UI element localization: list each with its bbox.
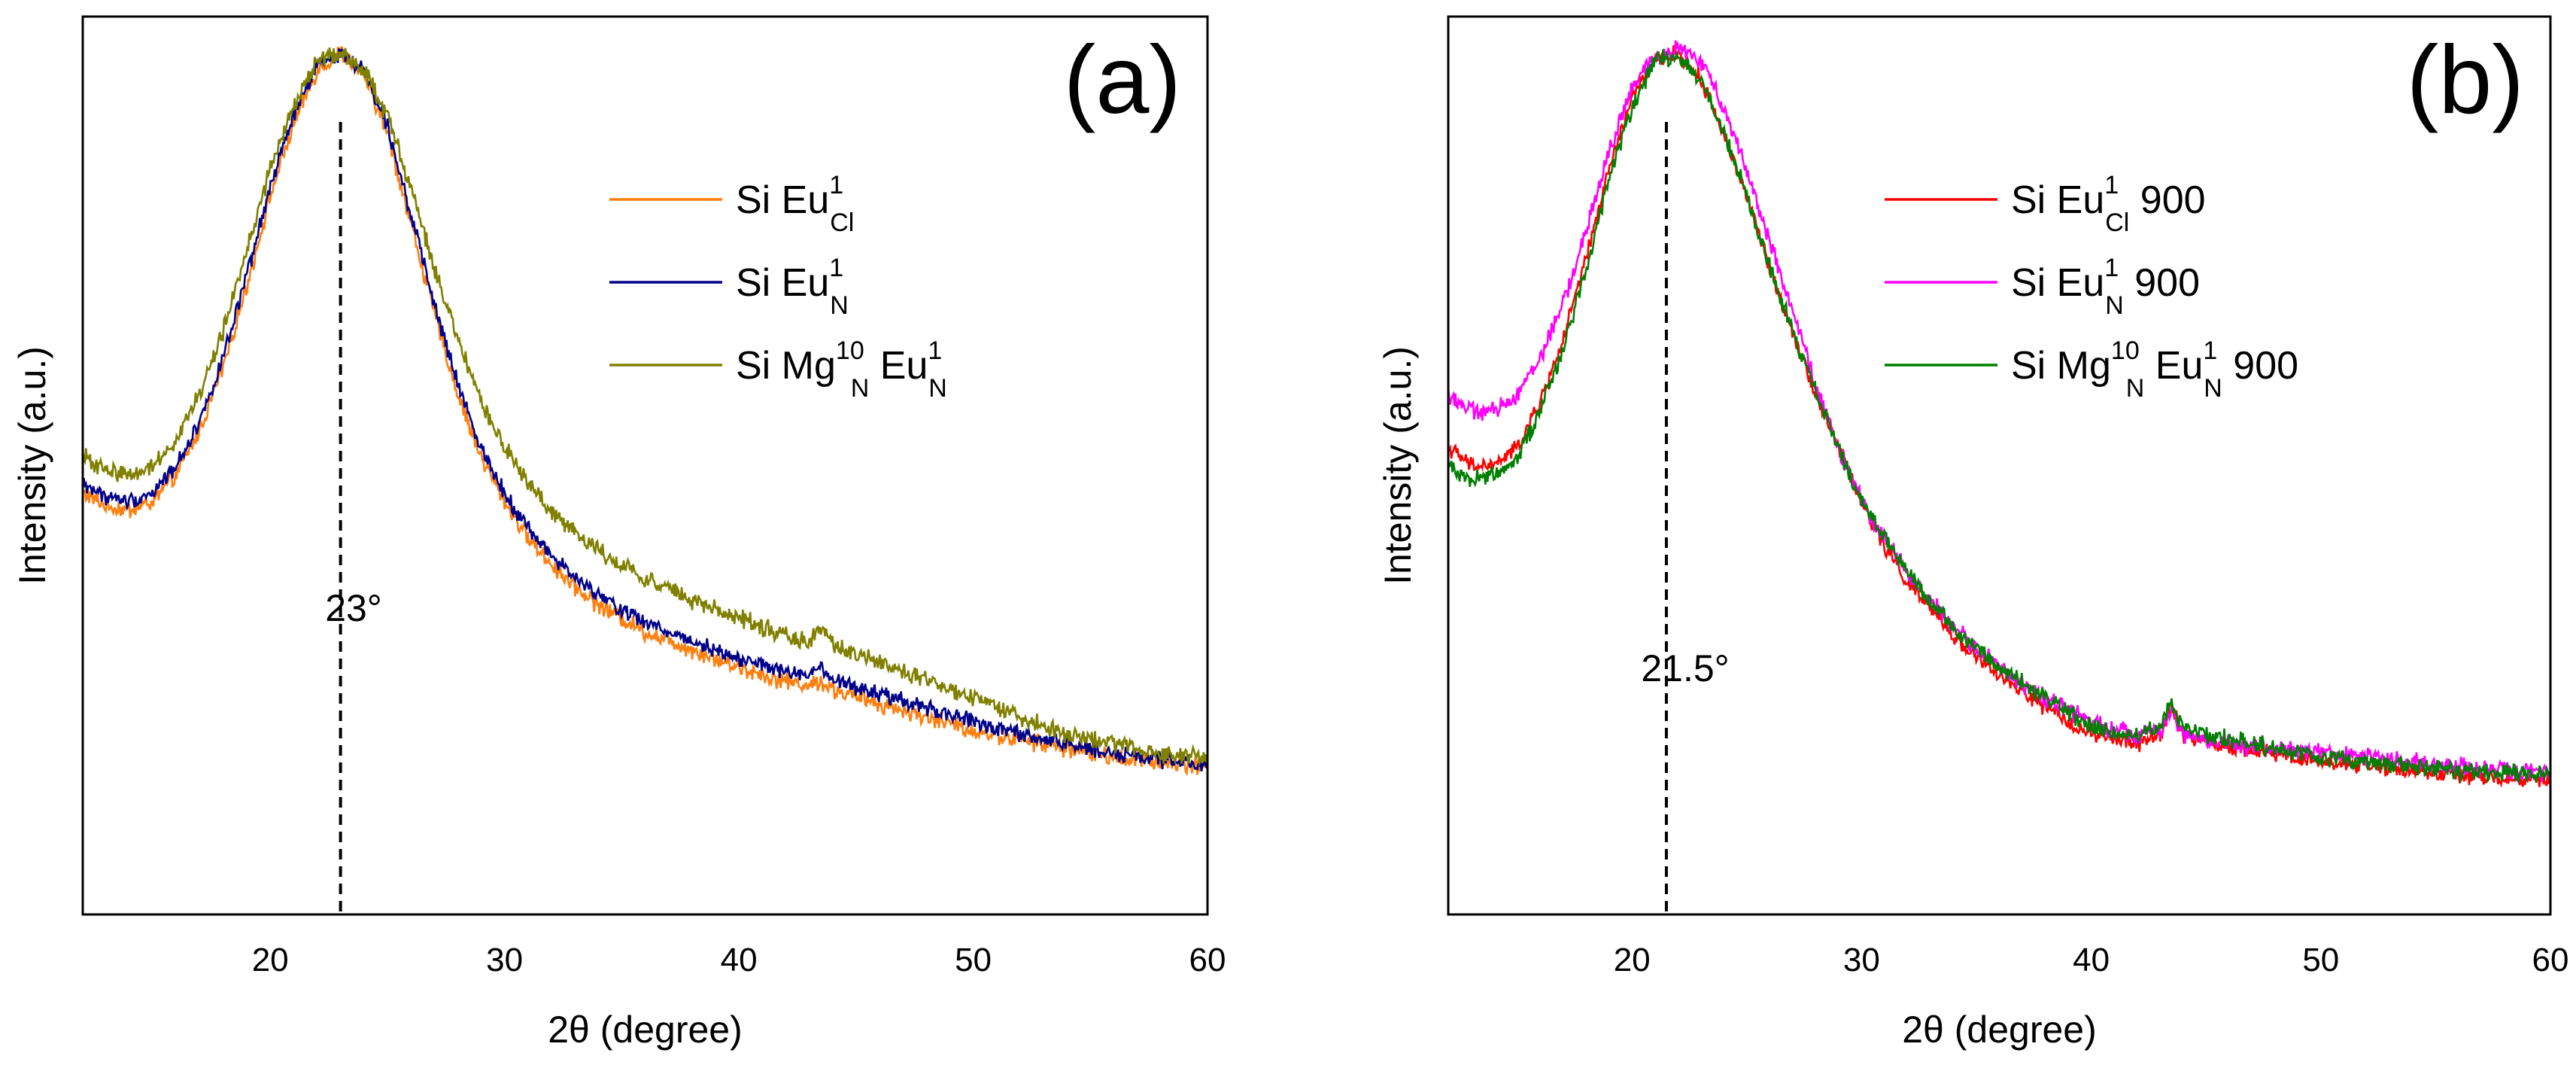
x-tick-label-a-30: 30 (486, 942, 523, 978)
legend-label-a-1: Si Eu1 Cl (736, 171, 854, 237)
panel-label-a: (a) (1064, 26, 1181, 134)
legend-item-a-2: Si Eu1 N (609, 254, 849, 320)
x-tick-label-b-60: 60 (2532, 942, 2569, 978)
y-axis-label-a: Intensity (a.u.) (11, 346, 53, 585)
series-line-b-3 (1448, 49, 2550, 784)
series-line-a-3 (83, 47, 1208, 767)
series-line-b-1 (1448, 45, 2550, 788)
x-tick-label-a-40: 40 (721, 942, 758, 978)
panel-a: 20 30 40 50 60 2θ (degree) Intensity (a.u.) (a)… (11, 15, 1226, 1051)
x-tick-label-b-50: 50 (2302, 942, 2339, 978)
series-line-a-2 (83, 48, 1208, 771)
x-tick-label-b-20: 20 (1614, 942, 1651, 978)
legend-label-a-3: Si Mg10 N Eu1 N (736, 336, 947, 403)
x-tick-label-b-30: 30 (1843, 942, 1880, 978)
peak-marker-label-b: 21.5° (1641, 647, 1729, 689)
legend-item-a-3: Si Mg10 N Eu1 N (609, 336, 947, 403)
x-tick-label-a-50: 50 (955, 942, 992, 978)
legend-item-b-2: Si Eu1 N 900 (1885, 254, 2200, 320)
x-tick-label-a-20: 20 (252, 942, 289, 978)
legend-item-b-3: Si Mg10 N Eu1 N 900 (1885, 336, 2298, 403)
legend-label-b-2: Si Eu1 N 900 (2011, 254, 2200, 320)
legend-label-b-3: Si Mg10 N Eu1 N 900 (2011, 336, 2298, 403)
panel-label-b: (b) (2407, 26, 2524, 134)
peak-marker-label-a: 23° (325, 587, 382, 629)
x-tick-label-a-60: 60 (1189, 942, 1226, 978)
legend-label-b-1: Si Eu1 Cl 900 (2011, 171, 2206, 237)
panel-b: 20 30 40 50 60 2θ (degree) Intensity (a.u.) (b)… (1377, 15, 2569, 1051)
x-tick-label-b-40: 40 (2073, 942, 2110, 978)
y-axis-label-b: Intensity (a.u.) (1377, 346, 1419, 585)
x-axis-label-a: 2θ (degree) (548, 1009, 743, 1051)
x-axis-label-b: 2θ (degree) (1902, 1009, 2097, 1051)
plot-frame-b (1447, 15, 2552, 916)
legend-label-a-2: Si Eu1 N (736, 254, 849, 320)
series-line-a-1 (83, 46, 1208, 777)
plot-frame-a (81, 15, 1209, 916)
legend-item-a-1: Si Eu1 Cl (609, 171, 854, 237)
legend-item-b-1: Si Eu1 Cl 900 (1885, 171, 2206, 237)
